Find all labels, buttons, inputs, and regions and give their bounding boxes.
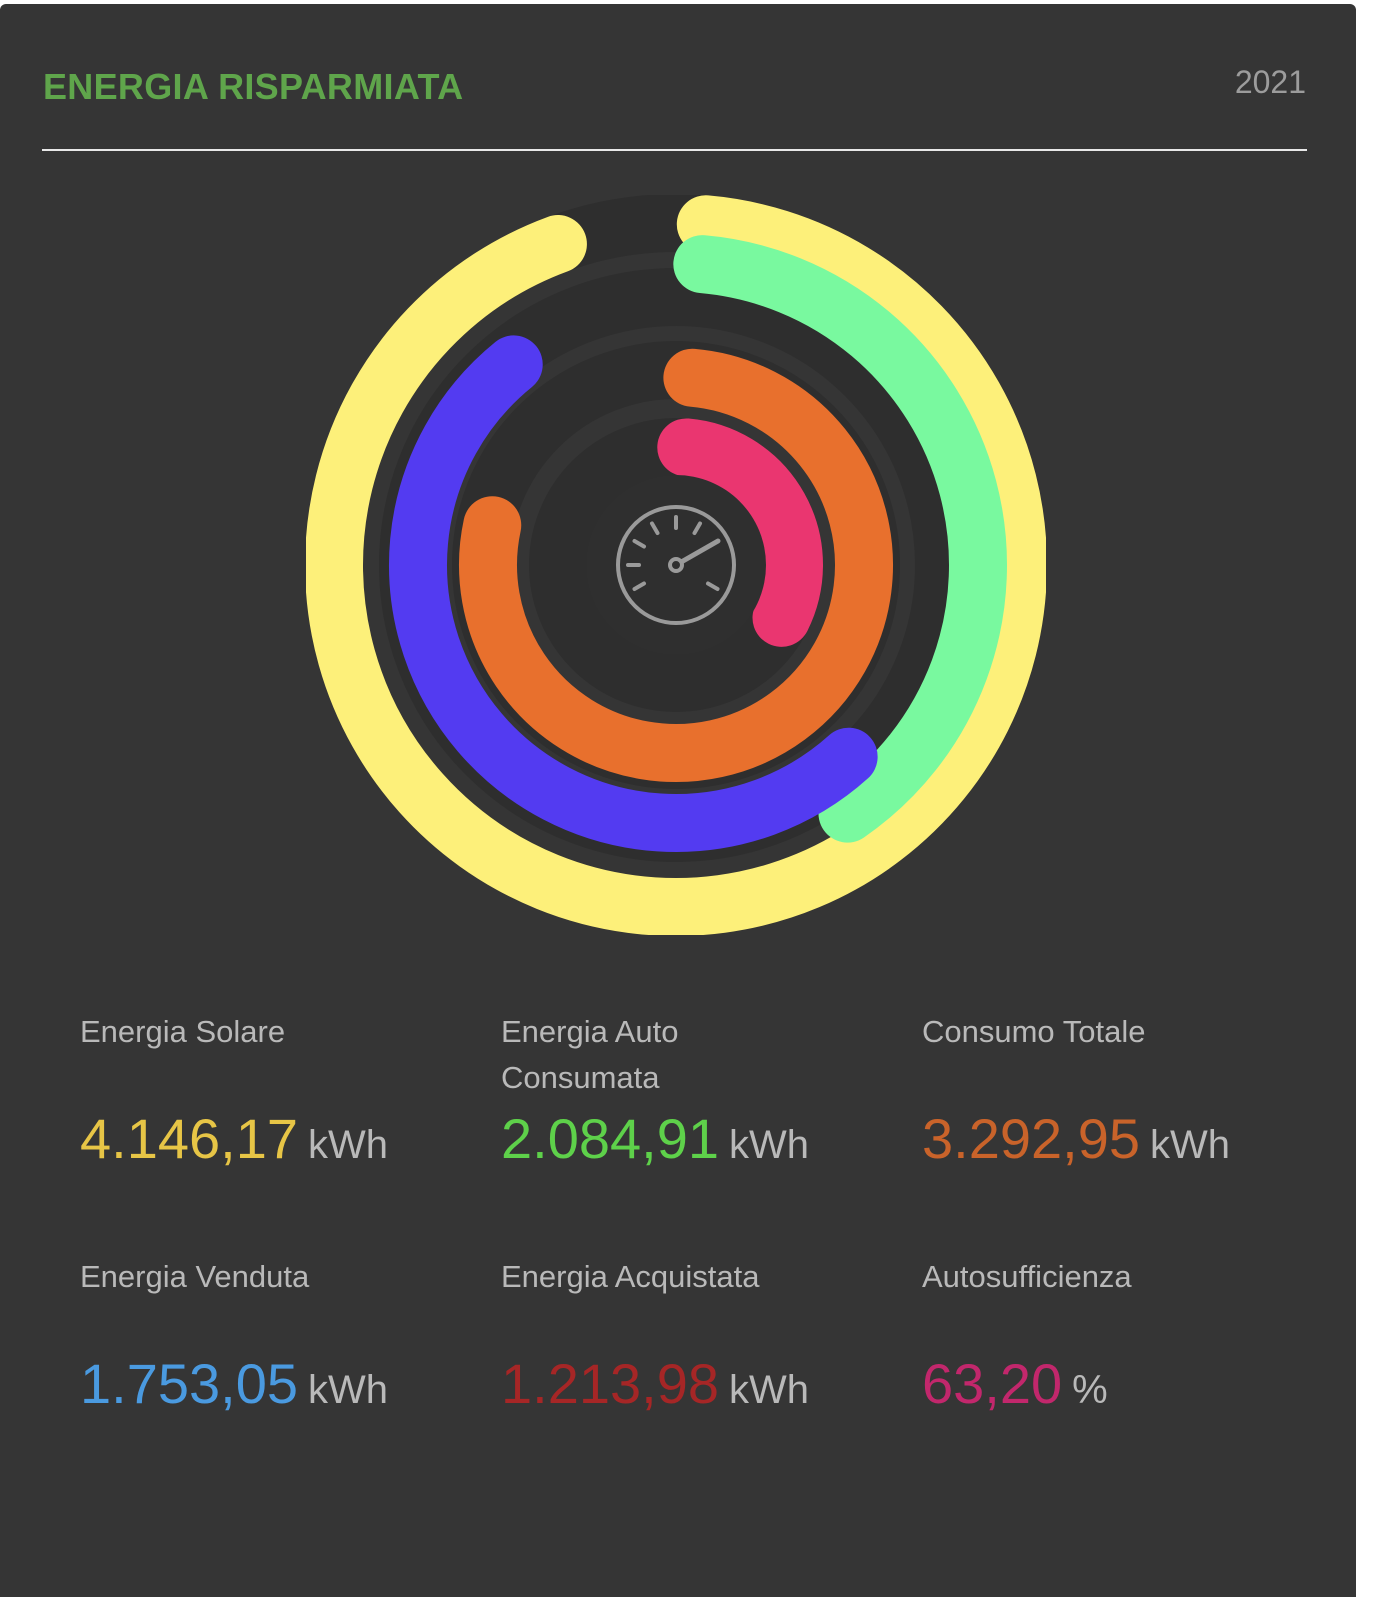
year-selector[interactable]: 2021 (1234, 64, 1306, 100)
stat-autosufficienza: Autosufficienza 63,20% (922, 1254, 1322, 1414)
stats-grid: Energia Solare 4.146,17 kWh Energia Auto Co… (80, 1009, 1350, 1509)
stat-value-row: 3.292,95 kWh (922, 1109, 1230, 1169)
card-title: ENERGIA RISPARMIATA (43, 66, 464, 107)
stat-label: Energia Acquistata (501, 1259, 760, 1294)
stat-value-row: 1.213,98 kWh (501, 1354, 809, 1414)
stat-unit: kWh (728, 1368, 809, 1412)
ring-arc-consumo-totale (459, 348, 893, 782)
stat-unit: kWh (728, 1123, 809, 1167)
stat-value: 4.146,17 (80, 1107, 298, 1170)
stat-value: 3.292,95 (922, 1107, 1140, 1170)
stat-label: Energia Solare (80, 1014, 286, 1049)
stat-value: 2.084,91 (501, 1107, 719, 1170)
stat-label: Autosufficienza (922, 1259, 1132, 1294)
speedometer-icon (616, 505, 736, 625)
stat-value-row: 4.146,17 kWh (80, 1109, 388, 1169)
ring-arcs (306, 195, 1046, 935)
ring-arc-energia-solare (306, 195, 1046, 935)
stat-unit: kWh (1149, 1123, 1230, 1167)
stat-value: 1.213,98 (501, 1352, 719, 1415)
stat-value-row: 1.753,05 kWh (80, 1354, 388, 1414)
stat-value-row: 63,20% (922, 1354, 1108, 1414)
stat-label: Energia Venduta (80, 1259, 310, 1294)
stat-unit: % (1072, 1368, 1108, 1412)
stat-energia-solare: Energia Solare 4.146,17 kWh (80, 1009, 480, 1169)
stat-consumo-totale: Consumo Totale 3.292,95 kWh (922, 1009, 1322, 1169)
ring-arc-energia-venduta (389, 335, 878, 852)
ring-arc-energia-auto-consumata (673, 235, 1007, 843)
stat-energia-auto-consumata: Energia Auto Consumata 2.084,91 kWh (501, 1009, 901, 1169)
stat-label: Energia Auto Consumata (501, 1014, 679, 1095)
stat-label: Consumo Totale (922, 1014, 1146, 1049)
stat-value: 63,20 (922, 1352, 1063, 1415)
stat-value: 1.753,05 (80, 1352, 298, 1415)
energy-card: ENERGIA RISPARMIATA 2021 Energia Solare 4… (0, 4, 1356, 1597)
ring-arc-autosufficienza (657, 418, 823, 647)
stat-energia-venduta: Energia Venduta 1.753,05 kWh (80, 1254, 480, 1414)
stat-unit: kWh (307, 1368, 388, 1412)
stat-unit: kWh (307, 1123, 388, 1167)
stat-energia-acquistata: Energia Acquistata 1.213,98 kWh (501, 1254, 901, 1414)
header-divider (42, 149, 1307, 151)
stat-value-row: 2.084,91 kWh (501, 1109, 809, 1169)
energy-rings-chart (306, 195, 1046, 935)
